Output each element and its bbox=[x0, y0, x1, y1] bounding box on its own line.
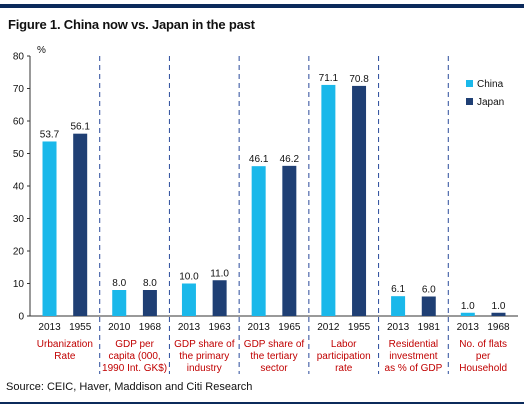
category-label: Urbanization bbox=[37, 339, 93, 350]
y-tick-label: 60 bbox=[13, 117, 25, 128]
bar-chart: 0 10 20 30 40 50 60 70 80% 53.7 2013 56.1 1955 Urbani… bbox=[13, 45, 518, 374]
category-label: capita (000, bbox=[108, 351, 160, 362]
data-label: 56.1 bbox=[70, 122, 90, 133]
bar-japan bbox=[142, 290, 157, 316]
bar-japan bbox=[212, 280, 227, 316]
x-tick-label: 2013 bbox=[248, 322, 271, 333]
bar-china bbox=[391, 296, 406, 316]
x-tick-label: 1968 bbox=[139, 322, 162, 333]
bar-japan bbox=[352, 85, 367, 317]
x-tick-label: 1963 bbox=[208, 322, 231, 333]
y-tick-label: 30 bbox=[13, 214, 25, 225]
x-tick-label: 1968 bbox=[487, 322, 510, 333]
legend-swatch-japan bbox=[466, 98, 473, 105]
x-tick-label: 1955 bbox=[69, 322, 92, 333]
x-tick-label: 1955 bbox=[348, 322, 371, 333]
category-label: per bbox=[476, 351, 491, 362]
bar-japan bbox=[491, 312, 506, 316]
category-label: No. of flats bbox=[459, 339, 507, 350]
x-tick-label: 2013 bbox=[457, 322, 480, 333]
bar-china bbox=[251, 166, 266, 316]
category-label: Rate bbox=[54, 351, 76, 362]
category-label: Labor bbox=[331, 339, 357, 350]
data-label: 46.1 bbox=[249, 154, 269, 165]
bar-china bbox=[181, 283, 196, 316]
y-tick-label: 40 bbox=[13, 182, 25, 193]
category-label: 1990 Int. GK$) bbox=[102, 363, 167, 374]
bar-japan bbox=[73, 133, 88, 316]
top-accent-bar bbox=[0, 4, 524, 8]
legend-label: China bbox=[477, 79, 504, 90]
category-label: Household bbox=[459, 363, 507, 374]
category-label: sector bbox=[260, 363, 288, 374]
data-label: 46.2 bbox=[280, 154, 300, 165]
y-tick-label: 0 bbox=[18, 312, 24, 323]
y-tick-label: 10 bbox=[13, 279, 25, 290]
data-label: 71.1 bbox=[319, 73, 339, 84]
bar-japan bbox=[282, 165, 297, 316]
bar-china bbox=[112, 290, 127, 316]
legend-label: Japan bbox=[477, 97, 504, 108]
category-label: the primary bbox=[179, 351, 229, 362]
y-tick-label: 20 bbox=[13, 247, 25, 258]
category-label: rate bbox=[335, 363, 353, 374]
x-tick-label: 2012 bbox=[317, 322, 340, 333]
x-tick-label: 2013 bbox=[38, 322, 61, 333]
category-label: as % of GDP bbox=[385, 363, 443, 374]
x-tick-label: 2010 bbox=[108, 322, 131, 333]
data-label: 1.0 bbox=[461, 301, 475, 312]
x-tick-label: 2013 bbox=[387, 322, 410, 333]
data-label: 70.8 bbox=[349, 74, 369, 85]
category-label: GDP per bbox=[115, 339, 154, 350]
bar-china bbox=[460, 312, 475, 316]
x-tick-label: 2013 bbox=[178, 322, 201, 333]
figure-title: Figure 1. China now vs. Japan in the pas… bbox=[8, 17, 255, 32]
category-label: GDP share of bbox=[244, 339, 305, 350]
y-tick-label: 80 bbox=[13, 52, 25, 63]
data-label: 8.0 bbox=[112, 278, 126, 289]
data-label: 1.0 bbox=[492, 301, 506, 312]
bar-japan bbox=[421, 296, 436, 316]
category-label: participation bbox=[317, 351, 371, 362]
category-label: industry bbox=[187, 363, 222, 374]
x-tick-label: 1981 bbox=[418, 322, 441, 333]
data-label: 10.0 bbox=[179, 272, 199, 283]
bar-china bbox=[42, 141, 57, 316]
category-label: GDP share of bbox=[174, 339, 235, 350]
bar-china bbox=[321, 84, 336, 316]
y-tick-label: 70 bbox=[13, 84, 25, 95]
data-label: 6.1 bbox=[391, 284, 405, 295]
y-axis-label: % bbox=[37, 45, 46, 56]
category-label: the tertiary bbox=[250, 351, 297, 362]
source-note: Source: CEIC, Haver, Maddison and Citi R… bbox=[6, 381, 253, 393]
legend-swatch-china bbox=[466, 80, 473, 87]
category-label: Residential bbox=[389, 339, 438, 350]
data-label: 53.7 bbox=[40, 129, 60, 140]
data-label: 8.0 bbox=[143, 278, 157, 289]
y-tick-label: 50 bbox=[13, 149, 25, 160]
bottom-accent-bar bbox=[0, 402, 524, 404]
data-label: 6.0 bbox=[422, 285, 436, 296]
data-label: 11.0 bbox=[210, 268, 229, 279]
category-label: investment bbox=[389, 351, 438, 362]
x-tick-label: 1965 bbox=[278, 322, 301, 333]
